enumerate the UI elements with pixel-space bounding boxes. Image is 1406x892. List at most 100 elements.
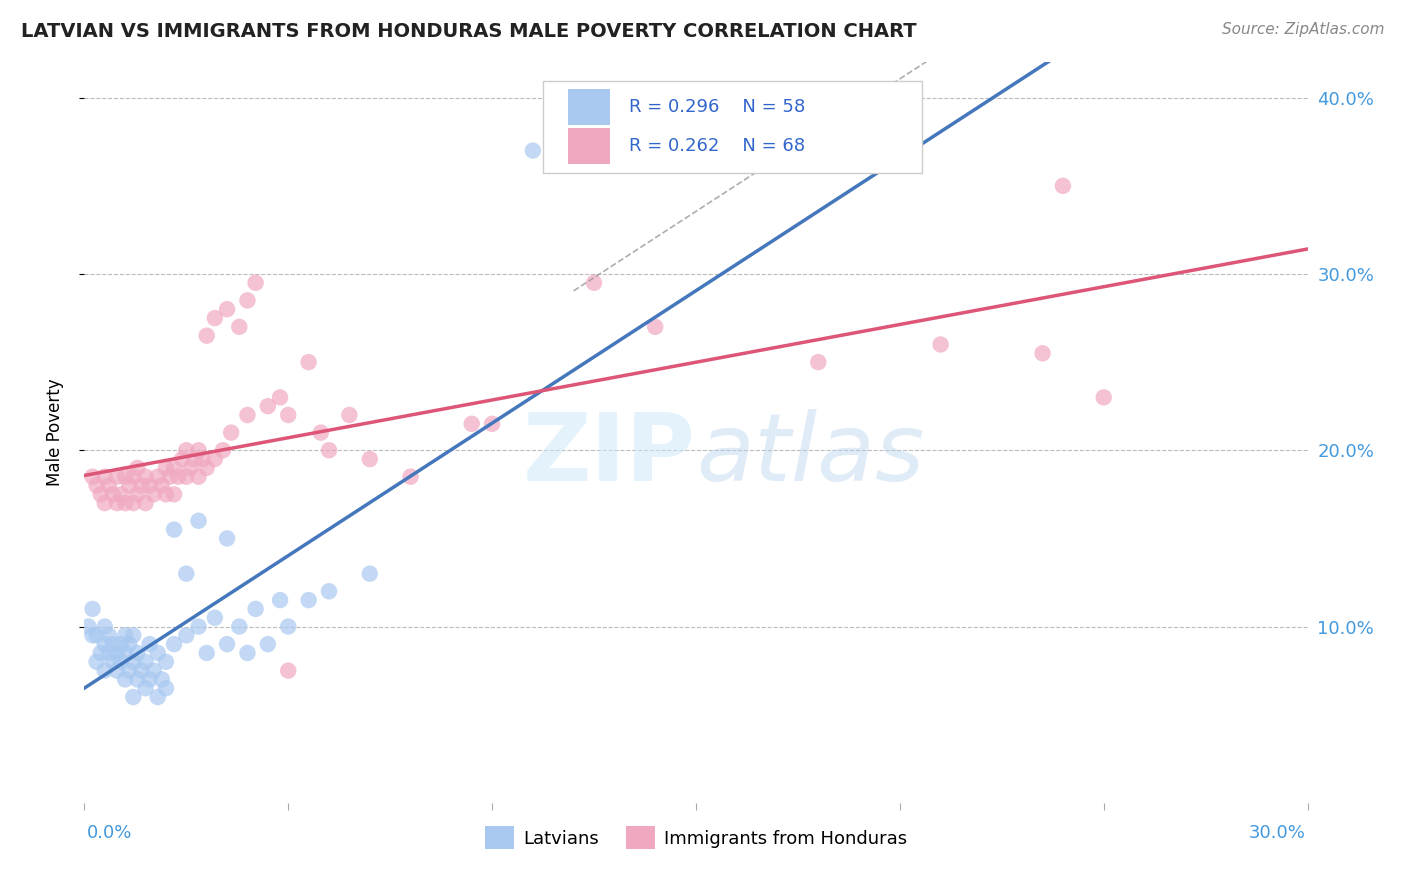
- Point: [122, 496, 145, 510]
- Point: [127, 461, 149, 475]
- Point: [93, 664, 115, 678]
- Text: ZIP: ZIP: [523, 409, 696, 500]
- Point: [461, 417, 484, 431]
- Point: [359, 566, 381, 581]
- Point: [236, 646, 259, 660]
- Point: [127, 487, 149, 501]
- Point: [217, 302, 239, 317]
- Point: [159, 469, 181, 483]
- Point: [155, 461, 177, 475]
- Point: [172, 452, 194, 467]
- Point: [122, 469, 145, 483]
- Point: [163, 487, 186, 501]
- Point: [236, 293, 259, 308]
- Point: [97, 478, 120, 492]
- Point: [155, 487, 177, 501]
- Point: [101, 637, 124, 651]
- Text: 30.0%: 30.0%: [1249, 823, 1305, 841]
- Point: [359, 452, 381, 467]
- Point: [138, 673, 160, 687]
- Point: [142, 487, 165, 501]
- Point: [339, 408, 361, 422]
- Point: [929, 337, 952, 351]
- Point: [86, 478, 108, 492]
- Point: [309, 425, 332, 440]
- Point: [77, 619, 100, 633]
- Point: [118, 478, 141, 492]
- Point: [318, 584, 340, 599]
- Point: [174, 566, 197, 581]
- Point: [150, 478, 173, 492]
- Point: [298, 355, 321, 369]
- Point: [195, 461, 218, 475]
- Point: [174, 469, 197, 483]
- Legend: Latvians, Immigrants from Honduras: Latvians, Immigrants from Honduras: [478, 819, 914, 856]
- Point: [118, 637, 141, 651]
- Point: [167, 469, 190, 483]
- Text: 0.0%: 0.0%: [87, 823, 132, 841]
- Point: [146, 646, 169, 660]
- Point: [163, 461, 186, 475]
- Point: [163, 523, 186, 537]
- Point: [163, 637, 186, 651]
- Point: [204, 311, 226, 326]
- Point: [212, 443, 235, 458]
- Point: [142, 664, 165, 678]
- Point: [97, 646, 120, 660]
- Text: R = 0.296    N = 58: R = 0.296 N = 58: [628, 98, 806, 116]
- Point: [101, 655, 124, 669]
- Point: [90, 646, 112, 660]
- Point: [105, 469, 128, 483]
- Point: [118, 664, 141, 678]
- Point: [138, 478, 160, 492]
- Text: Source: ZipAtlas.com: Source: ZipAtlas.com: [1222, 22, 1385, 37]
- Point: [122, 628, 145, 642]
- Point: [245, 276, 267, 290]
- Point: [318, 443, 340, 458]
- Point: [298, 593, 321, 607]
- Point: [135, 681, 157, 696]
- Point: [187, 619, 209, 633]
- Point: [114, 646, 136, 660]
- Point: [191, 452, 214, 467]
- Point: [97, 628, 120, 642]
- Point: [110, 637, 132, 651]
- Point: [217, 637, 239, 651]
- Point: [257, 637, 280, 651]
- Point: [138, 637, 160, 651]
- Point: [86, 655, 108, 669]
- Point: [131, 478, 153, 492]
- Point: [204, 452, 226, 467]
- Point: [105, 496, 128, 510]
- Point: [122, 655, 145, 669]
- Bar: [568, 89, 610, 125]
- Point: [195, 646, 218, 660]
- Point: [187, 469, 209, 483]
- Point: [135, 469, 157, 483]
- Point: [1092, 390, 1115, 404]
- Point: [110, 655, 132, 669]
- Point: [127, 646, 149, 660]
- Point: [122, 690, 145, 704]
- Point: [179, 461, 201, 475]
- Point: [105, 646, 128, 660]
- Point: [131, 664, 153, 678]
- Point: [644, 319, 666, 334]
- Point: [174, 443, 197, 458]
- Point: [1052, 178, 1074, 193]
- Point: [114, 469, 136, 483]
- Text: LATVIAN VS IMMIGRANTS FROM HONDURAS MALE POVERTY CORRELATION CHART: LATVIAN VS IMMIGRANTS FROM HONDURAS MALE…: [21, 22, 917, 41]
- Point: [101, 487, 124, 501]
- Point: [228, 319, 250, 334]
- Point: [146, 690, 169, 704]
- Point: [269, 593, 291, 607]
- Point: [228, 619, 250, 633]
- Y-axis label: Male Poverty: Male Poverty: [45, 379, 63, 486]
- Point: [114, 673, 136, 687]
- Point: [1032, 346, 1054, 360]
- Point: [236, 408, 259, 422]
- Point: [583, 276, 606, 290]
- Point: [93, 496, 115, 510]
- Point: [105, 664, 128, 678]
- Point: [114, 496, 136, 510]
